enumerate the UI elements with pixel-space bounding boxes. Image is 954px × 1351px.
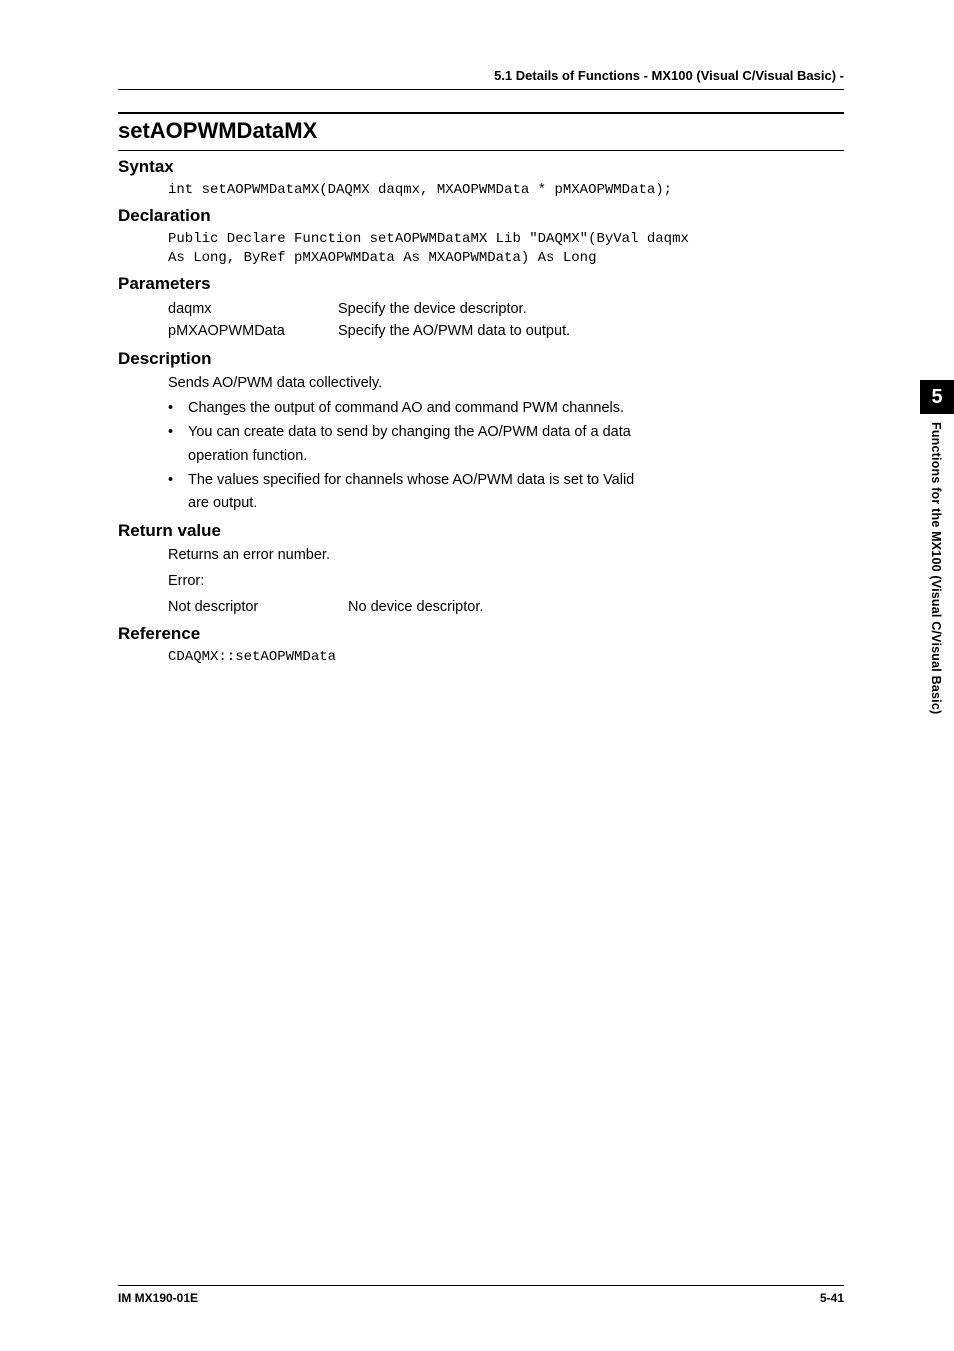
- bullet-text: You can create data to send by changing …: [188, 422, 844, 444]
- page-footer: IM MX190-01E 5-41: [118, 1285, 844, 1305]
- chapter-label: Functions for the MX100 (Visual C/Visual…: [920, 414, 943, 714]
- bullet-continuation: are output.: [188, 493, 844, 515]
- parameters-heading: Parameters: [118, 274, 844, 294]
- return-line: Returns an error number.: [168, 545, 844, 567]
- description-bullets: • Changes the output of command AO and c…: [168, 398, 844, 515]
- bullet-dot-icon: •: [168, 470, 188, 492]
- return-heading: Return value: [118, 521, 844, 541]
- footer-right: 5-41: [820, 1291, 844, 1305]
- description-lead: Sends AO/PWM data collectively.: [168, 373, 844, 395]
- declaration-heading: Declaration: [118, 206, 844, 226]
- reference-heading: Reference: [118, 624, 844, 644]
- parameters-table: daqmx Specify the device descriptor. pMX…: [168, 298, 844, 343]
- bullet-text: The values specified for channels whose …: [188, 470, 844, 492]
- page: 5.1 Details of Functions - MX100 (Visual…: [0, 0, 954, 1351]
- function-name: setAOPWMDataMX: [118, 112, 844, 151]
- bullet-item: • You can create data to send by changin…: [168, 422, 844, 444]
- bullet-dot-icon: •: [168, 398, 188, 420]
- parameter-name: pMXAOPWMData: [168, 320, 338, 342]
- syntax-code: int setAOPWMDataMX(DAQMX daqmx, MXAOPWMD…: [168, 181, 844, 200]
- description-heading: Description: [118, 349, 844, 369]
- side-tab: 5 Functions for the MX100 (Visual C/Visu…: [920, 380, 954, 714]
- syntax-heading: Syntax: [118, 157, 844, 177]
- declaration-code: Public Declare Function setAOPWMDataMX L…: [168, 230, 844, 268]
- bullet-item: • The values specified for channels whos…: [168, 470, 844, 492]
- bullet-dot-icon: •: [168, 422, 188, 444]
- error-name: Not descriptor: [168, 597, 348, 619]
- chapter-number-badge: 5: [920, 380, 954, 414]
- content-area: 5.1 Details of Functions - MX100 (Visual…: [0, 0, 954, 667]
- error-row: Not descriptor No device descriptor.: [168, 597, 844, 619]
- bullet-item: • Changes the output of command AO and c…: [168, 398, 844, 420]
- parameter-desc: Specify the AO/PWM data to output.: [338, 320, 844, 342]
- footer-left: IM MX190-01E: [118, 1291, 198, 1305]
- parameter-row: daqmx Specify the device descriptor.: [168, 298, 844, 320]
- reference-code: CDAQMX::setAOPWMData: [168, 648, 844, 667]
- error-desc: No device descriptor.: [348, 597, 844, 619]
- section-header: 5.1 Details of Functions - MX100 (Visual…: [118, 68, 844, 90]
- return-error-label: Error:: [168, 571, 844, 593]
- parameter-desc: Specify the device descriptor.: [338, 298, 844, 320]
- bullet-text: Changes the output of command AO and com…: [188, 398, 844, 420]
- parameter-row: pMXAOPWMData Specify the AO/PWM data to …: [168, 320, 844, 342]
- parameter-name: daqmx: [168, 298, 338, 320]
- bullet-continuation: operation function.: [188, 446, 844, 468]
